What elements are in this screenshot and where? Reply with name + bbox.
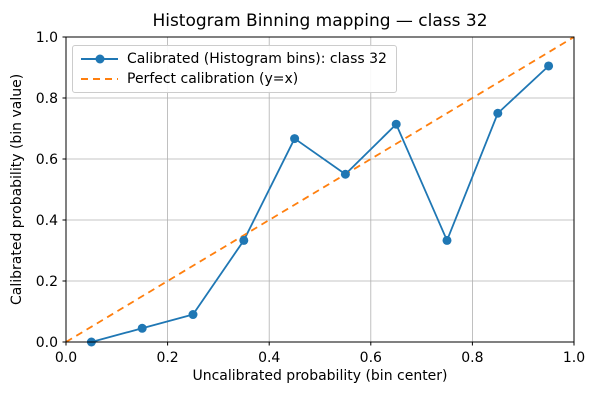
x-axis-label: Uncalibrated probability (bin center)	[192, 368, 448, 384]
legend-dashed-line-sample	[81, 78, 118, 80]
axes-spines	[65, 36, 575, 343]
data-point-marker	[290, 134, 300, 144]
chart-title: Histogram Binning mapping — class 32	[152, 11, 488, 31]
y-tick-label: 1.0	[36, 30, 58, 46]
y-tick-label: 0.8	[36, 91, 58, 107]
data-point-marker	[442, 235, 452, 245]
x-tick-label: 0.4	[258, 350, 280, 366]
data-point-marker	[340, 169, 350, 179]
y-axis-label: Calibrated probability (bin value)	[9, 73, 25, 306]
x-tick-label: 0.2	[156, 350, 178, 366]
legend-label-perfect-calibration: Perfect calibration (y=x)	[127, 71, 299, 87]
legend-item-calibrated: Calibrated (Histogram bins): class 32	[81, 51, 387, 67]
data-point-marker	[493, 108, 503, 118]
legend-circle-marker-icon	[95, 54, 104, 64]
legend: Calibrated (Histogram bins): class 32 Pe…	[72, 45, 397, 93]
legend-label-calibrated: Calibrated (Histogram bins): class 32	[127, 51, 387, 67]
legend-line-marker-sample	[81, 54, 118, 64]
x-tick-label: 0.8	[461, 350, 483, 366]
y-tick-label: 0.6	[36, 152, 58, 168]
x-tick-label: 1.0	[563, 350, 585, 366]
data-point-marker	[137, 323, 147, 333]
calibration-curve-line	[90, 65, 550, 343]
data-point-marker	[391, 119, 401, 129]
data-point-marker	[239, 235, 249, 245]
data-point-marker	[188, 310, 198, 320]
legend-item-perfect-calibration: Perfect calibration (y=x)	[81, 71, 387, 87]
y-tick-label: 0.4	[36, 213, 58, 229]
perfect-calibration-diagonal-line	[65, 36, 575, 343]
y-tick-label: 0.0	[36, 335, 58, 351]
x-tick-label: 0.0	[55, 350, 77, 366]
data-point-marker	[544, 61, 554, 71]
y-tick-label: 0.2	[36, 274, 58, 290]
x-tick-label: 0.6	[360, 350, 382, 366]
